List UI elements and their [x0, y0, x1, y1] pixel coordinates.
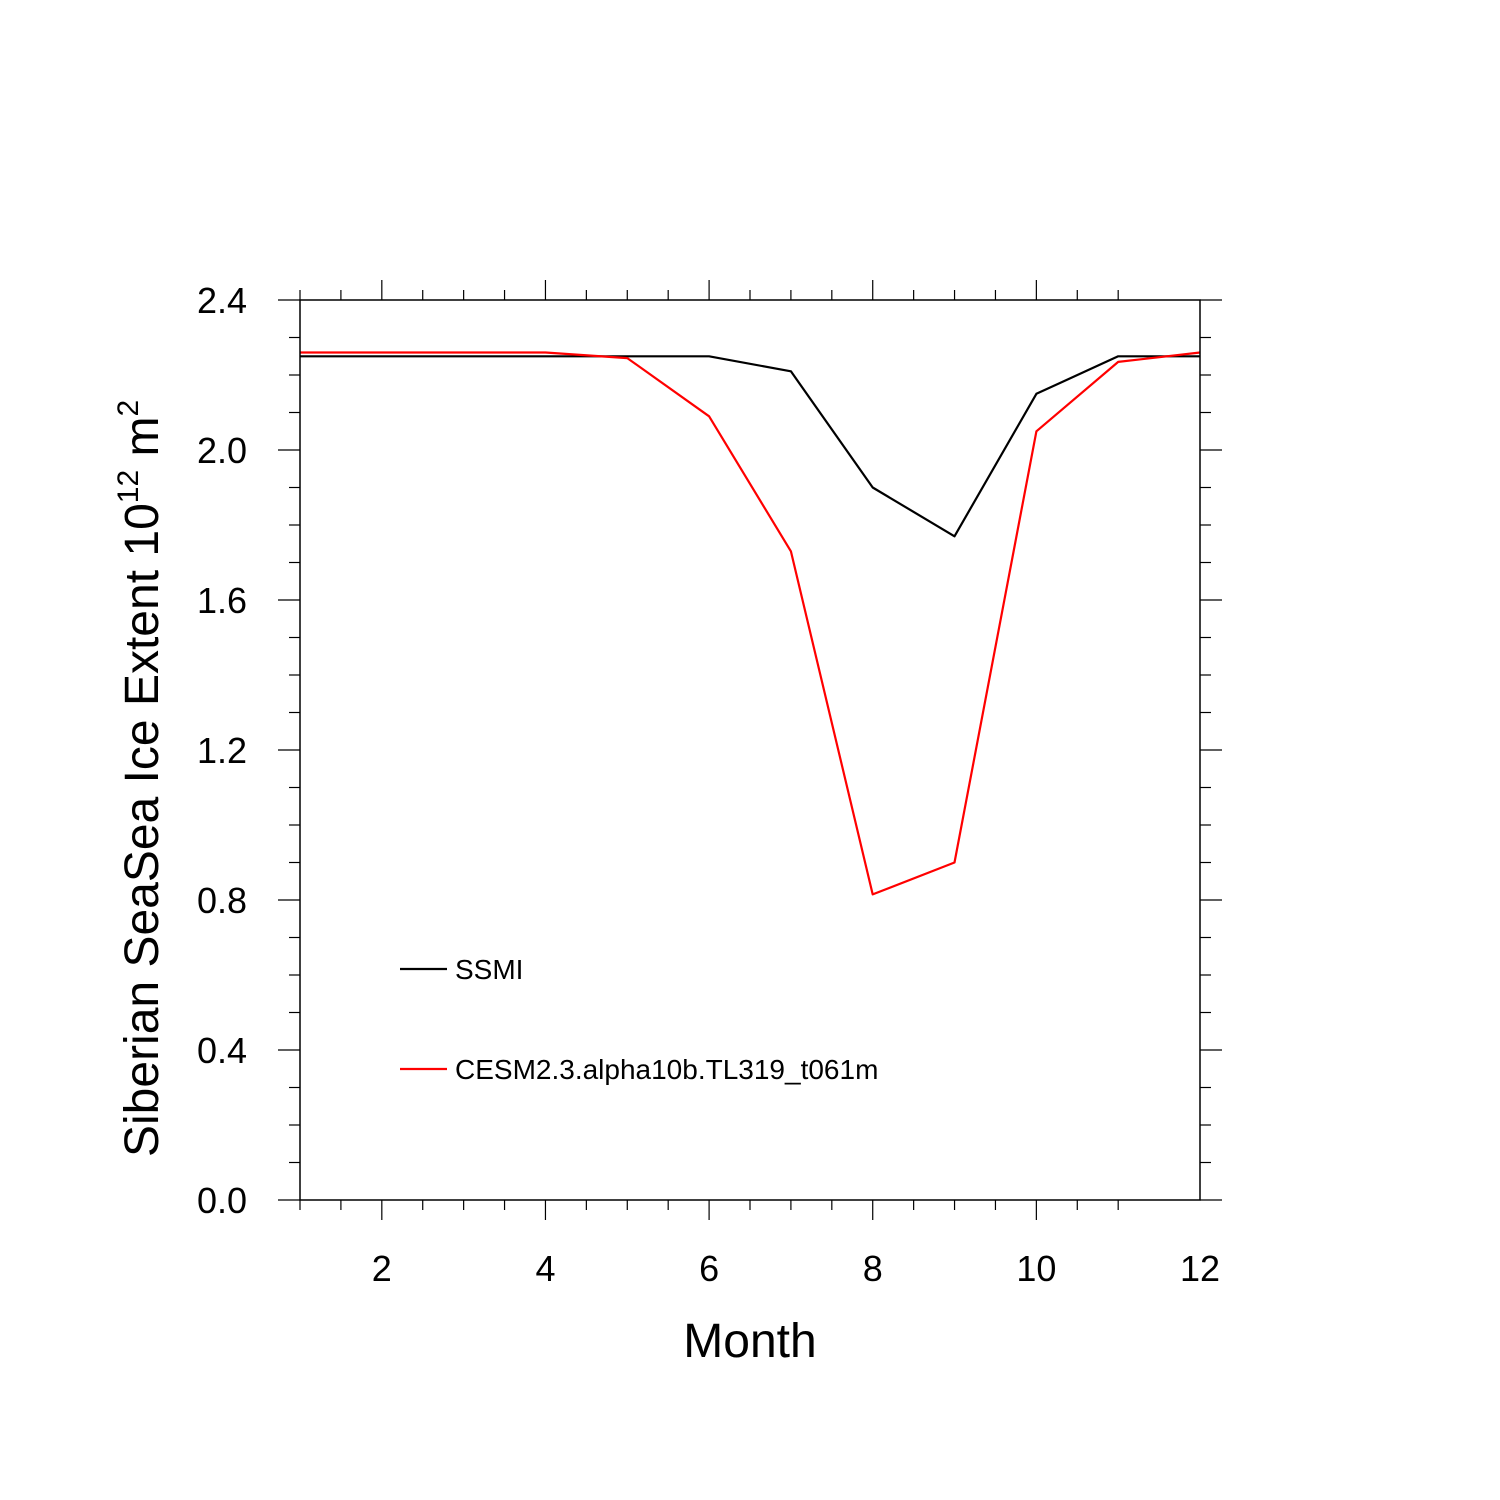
x-tick-label: 4 — [535, 1248, 555, 1289]
y-tick-label: 1.2 — [197, 730, 247, 771]
x-axis-title: Month — [683, 1315, 816, 1368]
legend: SSMI CESM2.3.alpha10b.TL319_t061m — [400, 954, 878, 1085]
y-tick-label: 2.0 — [197, 430, 247, 471]
x-tick-label: 6 — [699, 1248, 719, 1289]
axis-ticks — [278, 280, 1222, 1220]
y-axis-title-text: Siberian SeaSea Ice Extent 10 — [116, 503, 169, 1157]
y-axis-title-unit: m — [116, 417, 169, 470]
x-tick-label: 10 — [1016, 1248, 1056, 1289]
x-tick-labels: 2 4 6 8 10 12 — [372, 1248, 1220, 1289]
plot-frame — [299, 299, 1201, 1201]
legend-label: SSMI — [455, 954, 523, 985]
y-axis-title-unit-exponent: 2 — [112, 400, 145, 417]
x-tick-label: 12 — [1180, 1248, 1220, 1289]
series-lines — [300, 351, 1201, 896]
y-tick-labels: 0.0 0.4 0.8 1.2 1.6 2.0 2.4 — [197, 280, 247, 1221]
series-line-ssmi — [300, 355, 1200, 538]
y-axis-title: Siberian SeaSea Ice Extent 1012 m2 — [112, 400, 169, 1157]
x-tick-label: 2 — [372, 1248, 392, 1289]
y-tick-label: 0.8 — [197, 880, 247, 921]
legend-label: CESM2.3.alpha10b.TL319_t061m — [455, 1054, 878, 1085]
x-tick-label: 8 — [863, 1248, 883, 1289]
y-tick-label: 0.0 — [197, 1180, 247, 1221]
y-tick-label: 1.6 — [197, 580, 247, 621]
y-tick-label: 0.4 — [197, 1030, 247, 1071]
y-tick-label: 2.4 — [197, 280, 247, 321]
series-line-cesm — [300, 351, 1201, 896]
y-axis-title-exponent: 12 — [112, 470, 145, 503]
